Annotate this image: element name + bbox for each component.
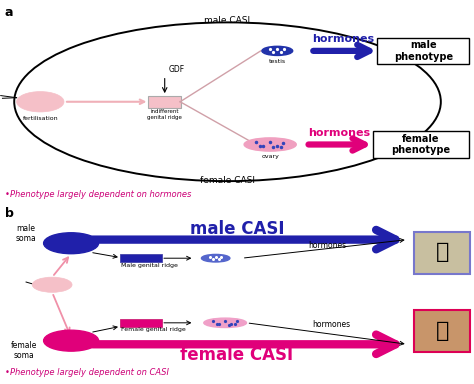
FancyBboxPatch shape — [377, 38, 469, 64]
Text: hormones: hormones — [313, 320, 351, 329]
FancyBboxPatch shape — [120, 319, 162, 327]
Text: hormones: hormones — [312, 34, 375, 45]
Ellipse shape — [204, 318, 246, 328]
Text: female CASI: female CASI — [200, 176, 255, 185]
Ellipse shape — [201, 255, 230, 262]
Text: 🐓: 🐓 — [436, 242, 449, 262]
Ellipse shape — [262, 46, 293, 55]
Text: male CASI: male CASI — [190, 220, 284, 238]
Text: GDF: GDF — [169, 65, 185, 74]
Text: Male genital ridge: Male genital ridge — [121, 263, 178, 268]
Circle shape — [44, 233, 99, 254]
Text: •Phenotype largely dependent on hormones: •Phenotype largely dependent on hormones — [5, 190, 191, 199]
Ellipse shape — [244, 138, 296, 151]
FancyBboxPatch shape — [414, 310, 470, 352]
FancyBboxPatch shape — [373, 131, 469, 157]
Text: female CASI: female CASI — [181, 346, 293, 364]
Text: female
soma: female soma — [10, 341, 37, 360]
Text: 🐔: 🐔 — [436, 321, 449, 341]
Text: Female genital ridge: Female genital ridge — [121, 327, 186, 332]
Text: male CASI: male CASI — [204, 16, 251, 25]
FancyBboxPatch shape — [414, 232, 470, 274]
Circle shape — [44, 330, 99, 351]
Text: testis: testis — [269, 59, 286, 64]
Text: b: b — [5, 207, 14, 220]
Text: a: a — [5, 6, 13, 19]
Text: female
phenotype: female phenotype — [392, 134, 450, 155]
Text: •Phenotype largely dependent on CASI: •Phenotype largely dependent on CASI — [5, 368, 169, 377]
Text: hormones: hormones — [308, 128, 370, 138]
Circle shape — [17, 92, 64, 112]
Text: ovary: ovary — [261, 154, 279, 159]
Text: indifferent
genital ridge: indifferent genital ridge — [147, 109, 182, 120]
Text: male
phenotype: male phenotype — [394, 40, 453, 62]
Text: fertilisation: fertilisation — [22, 116, 58, 121]
FancyBboxPatch shape — [148, 96, 181, 108]
Text: hormones: hormones — [308, 242, 346, 250]
Text: male
soma: male soma — [16, 223, 36, 243]
Circle shape — [32, 277, 72, 292]
FancyBboxPatch shape — [120, 255, 162, 262]
